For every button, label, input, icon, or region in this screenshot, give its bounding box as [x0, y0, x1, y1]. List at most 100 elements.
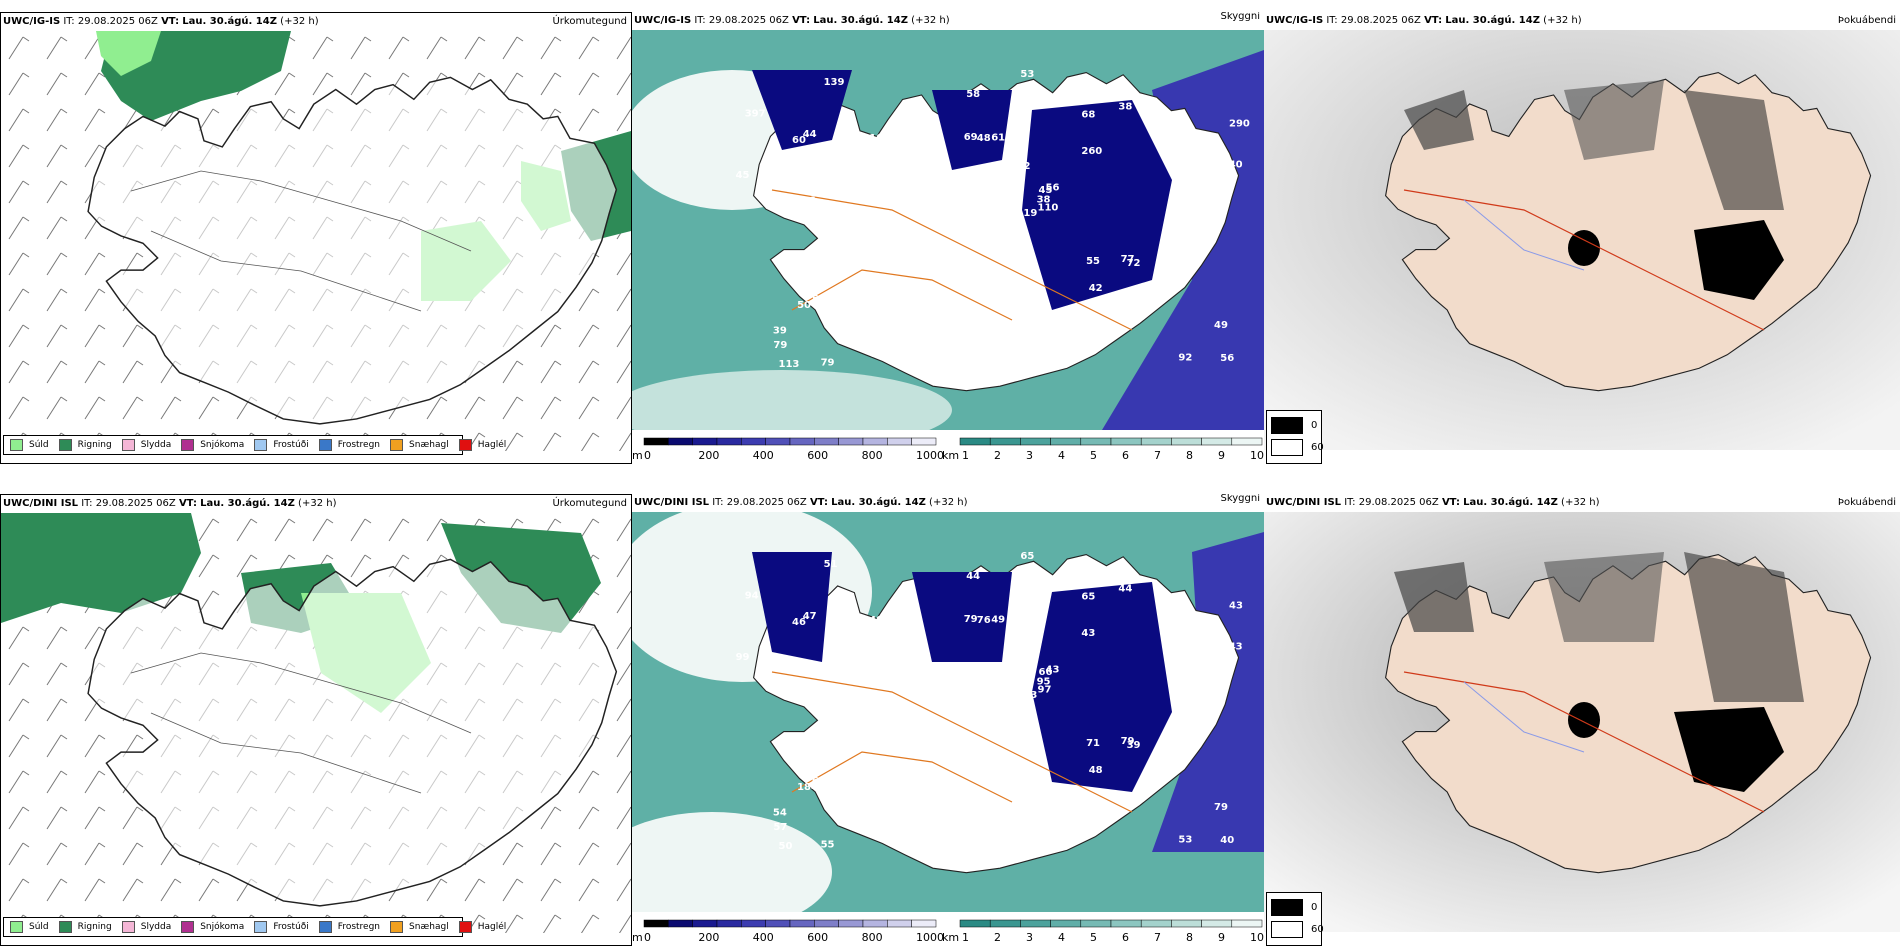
visibility-value-label: 52 [856, 327, 870, 338]
visibility-value-label: 44 [803, 129, 817, 140]
visibility-value-label: 50 [880, 296, 894, 307]
precip-panel-row2: UWC/DINI ISL IT: 29.08.2025 06Z VT: Lau.… [0, 494, 632, 946]
colorbar-segment [765, 437, 791, 446]
precip-panel-row1: UWC/IG-IS IT: 29.08.2025 06Z VT: Lau. 30… [0, 12, 632, 464]
legend-item: Frostregn [318, 921, 380, 933]
fog-legend-row: 0 [1271, 417, 1317, 434]
colorbar-segment [814, 919, 839, 928]
model-name: UWC/DINI ISL [634, 497, 710, 508]
km-unit-label: km [942, 449, 959, 462]
it-label: IT: [1344, 497, 1356, 508]
visibility-value-label: 260 [1081, 146, 1102, 157]
legend-item: Haglél [458, 921, 506, 933]
visibility-value-label: 52 [987, 712, 1001, 723]
visibility-value-label: 46 [792, 617, 806, 628]
legend-item: Frostúði [254, 921, 309, 933]
visibility-value-label: 43 [1229, 601, 1243, 612]
colorbar-segment [862, 919, 888, 928]
visibility-value-label: 256 [795, 195, 816, 206]
km-tick-label: 4 [1058, 449, 1065, 462]
precip-map [1, 31, 631, 451]
visibility-value-label: 47 [803, 611, 817, 622]
visibility-value-label: 49 [1214, 320, 1228, 331]
colorbar-segment [838, 919, 864, 928]
m-tick-label: 400 [753, 449, 774, 462]
m-colorbar [643, 437, 937, 446]
colorbar-segment [1020, 437, 1051, 446]
visibility-value-label: 43 [1074, 567, 1088, 578]
visibility-value-label: 58 [966, 89, 980, 100]
m-tick-label: 1000 [916, 931, 944, 944]
visibility-panel-row2: UWC/DINI ISL IT: 29.08.2025 06Z VT: Lau.… [632, 494, 1264, 946]
it-value: 29.08.2025 06Z [726, 497, 807, 508]
visibility-value-label: 46 [795, 677, 809, 688]
visibility-value-label: 65 [960, 796, 974, 807]
km-tick-label: 9 [1218, 931, 1225, 944]
visibility-value-label: 63 [812, 776, 826, 787]
visibility-value-label: 66 [950, 709, 964, 720]
visibility-value-label: 97 [1038, 685, 1052, 696]
visibility-value-label: 45 [1039, 185, 1053, 196]
m-tick-label: 0 [644, 449, 651, 462]
model-name: UWC/DINI ISL [1266, 497, 1342, 508]
colorbar-segment [643, 437, 669, 446]
legend-swatch [254, 921, 268, 933]
visibility-value-label: 69 [969, 324, 983, 335]
visibility-value-label: 113 [779, 359, 800, 370]
visibility-value-label: 71 [1086, 738, 1100, 749]
visibility-value-label: 38 [1118, 102, 1132, 113]
legend-item: Súld [10, 439, 49, 451]
colorbar-segment [1201, 919, 1233, 928]
legend-swatch [390, 439, 404, 451]
visibility-value-label: 49 [900, 651, 914, 662]
legend-swatch [318, 439, 332, 451]
visibility-value-label: 60 [792, 135, 806, 146]
visibility-value-label: 65 [1020, 551, 1034, 562]
visibility-value-label: 77 [1121, 254, 1135, 265]
colorbar-segment [1110, 919, 1142, 928]
visibility-value-label: 32 [963, 696, 977, 707]
panel-header: UWC/DINI ISL IT: 29.08.2025 06Z VT: Lau.… [1, 495, 631, 513]
fog-panel-row2: UWC/DINI ISL IT: 29.08.2025 06Z VT: Lau.… [1264, 494, 1900, 946]
fog-map [1264, 512, 1900, 932]
visibility-value-label: 116 [900, 169, 921, 180]
colorbar-segment [989, 437, 1021, 446]
colorbar-segment [1050, 437, 1082, 446]
it-label: IT: [1326, 15, 1338, 26]
visibility-value-label: 45 [960, 693, 974, 704]
visibility-scale: m km 0 200 400 600 800 1000 1 2 3 4 5 6 7 8 9 10 [632, 918, 1264, 944]
legend-item: Snjókoma [181, 921, 244, 933]
km-tick-label: 8 [1186, 931, 1193, 944]
legend-item: Rigning [58, 439, 112, 451]
vt-value: Lau. 30.ágú. 14Z [831, 497, 926, 508]
legend-item: Haglél [458, 439, 506, 451]
visibility-value-label: 65 [1081, 591, 1095, 602]
visibility-map: 51 60 34 39 45 50 40 61 68 19 139 56 256 290 299 260 79 6… [632, 30, 1264, 430]
km-tick-label: 1 [962, 449, 969, 462]
visibility-value-label: 174 [1198, 623, 1219, 634]
visibility-value-label: 45 [736, 170, 750, 181]
visibility-value-label: 51 [987, 230, 1001, 241]
fog-legend-row: 60 [1271, 921, 1324, 938]
fog-legend-swatch [1271, 899, 1303, 916]
panel-title: Þokuábendi [1837, 15, 1896, 26]
colorbar-segment [789, 437, 815, 446]
scale-svg: m km 0 200 400 600 800 1000 1 2 3 4 5 6 7 8 9 10 [632, 437, 1264, 462]
vt-label: VT: [178, 498, 197, 509]
visibility-value-label: 47 [966, 676, 980, 687]
colorbar-segment [1231, 437, 1263, 446]
visibility-value-label: 44 [844, 662, 858, 673]
colorbar-segment [1231, 919, 1263, 928]
m-unit-label: m [632, 449, 643, 462]
legend-swatch [254, 439, 268, 451]
colorbar-segment [1140, 919, 1172, 928]
visibility-labels: 51 60 34 39 45 50 40 61 68 19 139 56 256 290 299 260 79 6… [736, 69, 1250, 370]
visibility-value-label: 40 [1220, 835, 1234, 846]
visibility-value-label: 55 [844, 180, 858, 191]
visibility-value-label: 79 [773, 340, 787, 351]
colorbar-segment [1110, 437, 1142, 446]
it-value: 29.08.2025 06Z [77, 16, 158, 27]
m-tick-label: 800 [862, 931, 883, 944]
visibility-value-label: 76 [977, 615, 991, 626]
visibility-value-label: 93 [856, 809, 870, 820]
